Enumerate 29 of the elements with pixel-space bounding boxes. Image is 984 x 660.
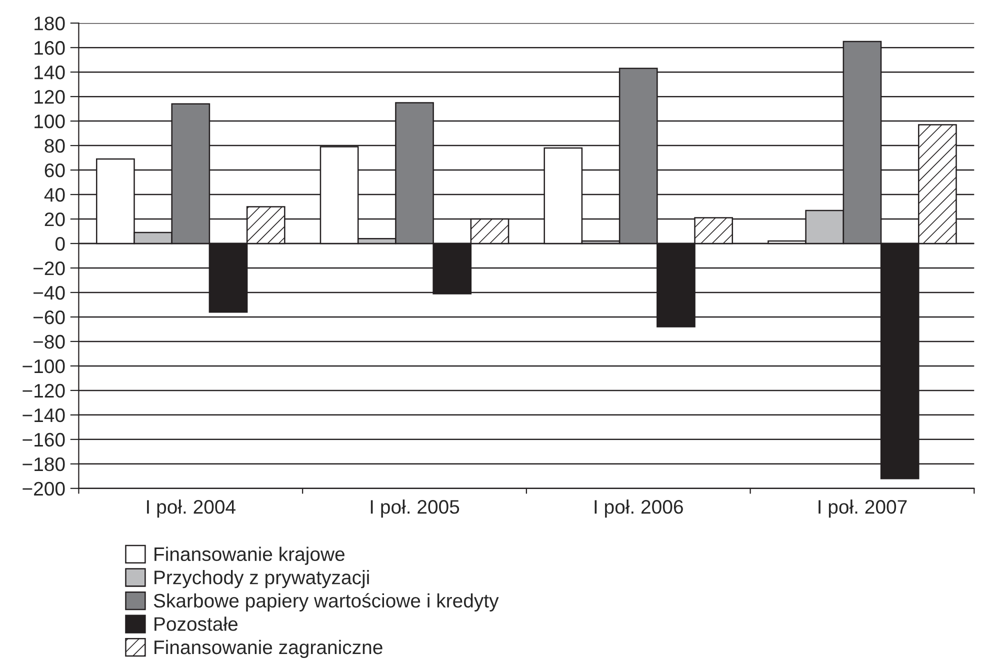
y-tick-label: −100	[22, 359, 65, 374]
y-tick-label: −120	[22, 384, 65, 398]
y-tick-label: −20	[34, 261, 65, 276]
legend-label: Przychody z prywatyzacji	[154, 570, 369, 588]
y-tick-label: −80	[34, 334, 65, 349]
x-tick-label: I poł. 2004	[147, 500, 236, 518]
y-tick-label: −140	[22, 408, 65, 422]
y-tick-label: −200	[22, 482, 65, 496]
y-tick-label: 100	[34, 114, 65, 128]
y-tick-label: 80	[44, 139, 65, 153]
y-tick-label: 140	[34, 66, 65, 80]
legend-label: Finansowanie krajowe	[154, 546, 344, 565]
y-tick-label: −60	[34, 310, 65, 324]
legend-label: Skarbowe papiery wartościowe i kredyty	[154, 593, 499, 612]
y-tick-label: 160	[34, 41, 65, 55]
y-tick-label: 40	[44, 188, 65, 202]
x-tick-label: I poł. 2007	[818, 500, 907, 518]
y-tick-label: 120	[34, 90, 65, 104]
legend-label: Pozostałe	[154, 616, 238, 631]
y-tick-label: −40	[34, 286, 65, 300]
y-tick-label: 20	[44, 212, 65, 226]
y-tick-label: 60	[44, 164, 65, 178]
y-tick-label: −180	[22, 457, 65, 472]
legend-label: Finansowanie zagraniczne	[154, 640, 382, 658]
x-tick-label: I poł. 2005	[370, 500, 460, 518]
y-tick-label: −160	[22, 432, 65, 447]
y-tick-label: 0	[55, 236, 65, 251]
x-tick-label: I poł. 2006	[594, 500, 683, 518]
y-tick-label: 180	[34, 16, 65, 30]
